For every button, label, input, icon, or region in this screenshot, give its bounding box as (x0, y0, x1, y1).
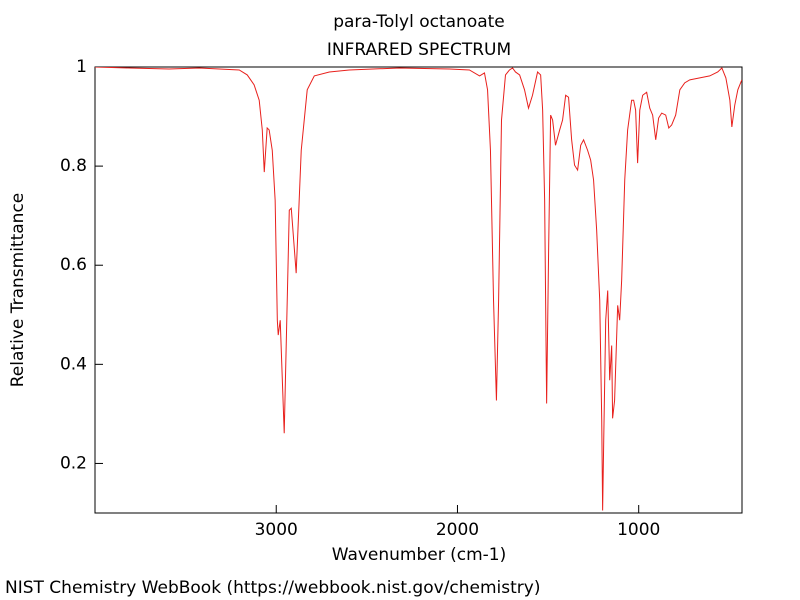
plot-frame (94, 66, 743, 514)
y-axis-label: Relative Transmittance (8, 193, 28, 388)
x-tick-label: 3000 (255, 520, 298, 540)
y-tick-label: 1 (76, 57, 87, 77)
chart-subtitle: INFRARED SPECTRUM (327, 40, 511, 60)
y-tick-label: 0.2 (60, 453, 87, 473)
x-axis-label: Wavenumber (cm-1) (332, 545, 507, 565)
spectrum-line (95, 67, 742, 511)
chart-title: para-Tolyl octanoate (333, 12, 505, 32)
x-tick-label: 2000 (436, 520, 479, 540)
x-tick-label: 1000 (617, 520, 660, 540)
y-tick-label: 0.8 (60, 156, 87, 176)
footer: NIST Chemistry WebBook (https://webbook.… (5, 578, 540, 598)
y-tick-label: 0.6 (60, 255, 87, 275)
y-tick-label: 0.4 (60, 354, 87, 374)
